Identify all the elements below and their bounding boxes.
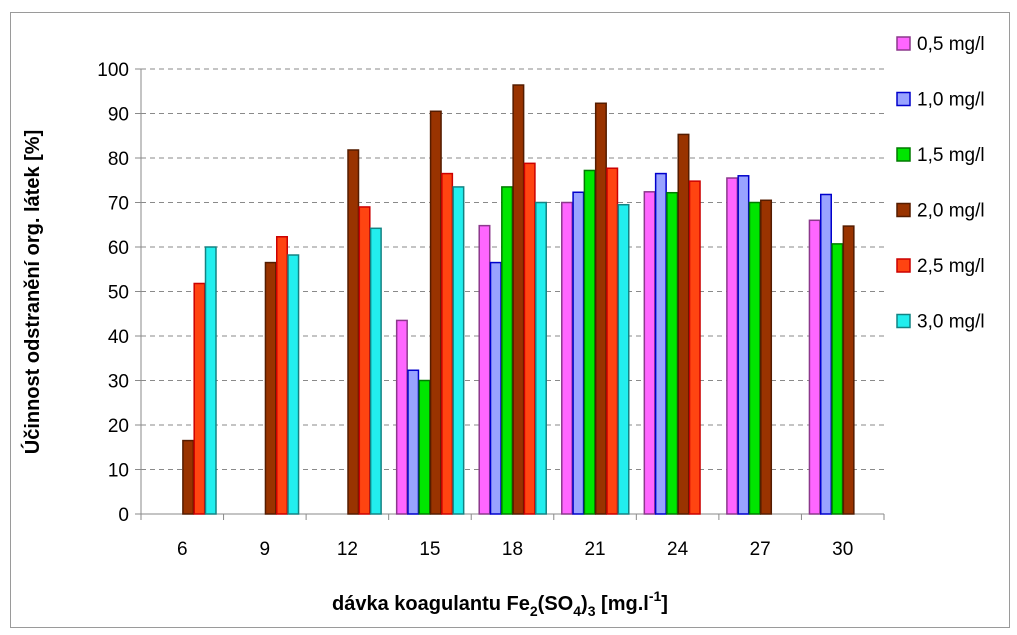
bar-1-5-mg-l: [418, 379, 431, 515]
legend-label: 1,5 mg/l: [917, 145, 985, 166]
y-tick-label: 50: [108, 283, 129, 304]
x-axis-title-part: ]: [661, 593, 668, 615]
bar-0-5-mg-l: [395, 319, 408, 515]
bar-1-0-mg-l: [819, 193, 832, 515]
bar-0-5-mg-l: [478, 224, 491, 515]
x-axis-title-part: 4: [573, 603, 581, 619]
y-axis-title: Účinnost odstranění org. látek [%]: [20, 130, 44, 454]
bar-2-0-mg-l: [677, 133, 690, 515]
bar-2-5-mg-l: [523, 162, 536, 515]
bar-2-0-mg-l: [429, 110, 442, 515]
bar-1-5-mg-l: [666, 191, 679, 515]
x-tick-label: 18: [502, 539, 523, 560]
bar-1-0-mg-l: [407, 369, 420, 515]
bar-2-5-mg-l: [358, 206, 371, 515]
bar-2-0-mg-l: [264, 261, 277, 515]
legend-swatch: [896, 36, 911, 51]
x-axis-title-part: dávka koagulantu Fe: [332, 593, 530, 615]
bar-1-5-mg-l: [748, 201, 761, 515]
legend-label: 2,5 mg/l: [917, 256, 985, 277]
x-tick-label: 21: [584, 539, 605, 560]
x-axis-title-part: 3: [588, 603, 596, 619]
y-tick-label: 80: [108, 149, 129, 170]
x-axis-title-part: (SO: [538, 593, 574, 615]
bar-3-0-mg-l: [369, 227, 382, 515]
legend-label: 2,0 mg/l: [917, 201, 985, 222]
bar-3-0-mg-l: [287, 254, 300, 515]
x-axis-title-part: ): [581, 593, 588, 615]
bar-1-5-mg-l: [831, 243, 844, 515]
legend-label: 3,0 mg/l: [917, 312, 985, 333]
y-tick-label: 100: [97, 60, 129, 81]
bar-2-0-mg-l: [182, 439, 195, 515]
bar-2-0-mg-l: [760, 199, 773, 515]
x-axis-title-part: [mg.l: [596, 593, 649, 615]
legend-label: 1,0 mg/l: [917, 90, 985, 111]
y-tick-label: 60: [108, 238, 129, 259]
y-tick-label: 10: [108, 461, 129, 482]
x-tick-label: 12: [337, 539, 358, 560]
y-tick-label: 0: [118, 505, 129, 526]
bar-3-0-mg-l: [534, 201, 547, 515]
legend-swatch: [896, 313, 911, 329]
bar-2-0-mg-l: [347, 149, 360, 515]
legend-swatch: [896, 258, 911, 273]
x-axis-title: dávka koagulantu Fe2(SO4)3 [mg.l-1]: [332, 588, 668, 619]
bar-2-0-mg-l: [842, 225, 855, 515]
legend-swatch: [896, 91, 911, 107]
bar-3-0-mg-l: [452, 186, 465, 515]
legend-swatch: [896, 202, 911, 218]
bar-2-5-mg-l: [276, 236, 289, 515]
bar-1-5-mg-l: [501, 186, 514, 515]
bar-0-5-mg-l: [726, 177, 739, 515]
bar-3-0-mg-l: [617, 203, 630, 515]
bar-1-0-mg-l: [489, 261, 502, 515]
bar-1-0-mg-l: [654, 172, 667, 515]
y-tick-label: 90: [108, 105, 129, 126]
x-tick-label: 9: [260, 539, 271, 560]
bar-0-5-mg-l: [808, 219, 821, 515]
x-tick-label: 24: [667, 539, 689, 560]
x-axis-title-part: -1: [649, 588, 662, 604]
bar-3-0-mg-l: [204, 246, 217, 515]
bar-1-0-mg-l: [737, 175, 750, 515]
y-tick-label: 40: [108, 327, 129, 348]
y-tick-label: 20: [108, 416, 129, 437]
bar-2-5-mg-l: [606, 167, 619, 515]
bar-2-5-mg-l: [193, 282, 206, 515]
bar-0-5-mg-l: [643, 191, 656, 515]
x-tick-label: 30: [832, 539, 853, 560]
bar-0-5-mg-l: [561, 201, 574, 515]
bar-2-5-mg-l: [441, 172, 454, 515]
bar-2-0-mg-l: [594, 102, 607, 515]
x-tick-label: 27: [750, 539, 771, 560]
bar-1-5-mg-l: [583, 169, 596, 515]
x-axis-title-part: 2: [530, 603, 538, 619]
bar-2-0-mg-l: [512, 84, 525, 515]
bar-1-0-mg-l: [572, 191, 585, 515]
legend-label: 0,5 mg/l: [917, 34, 985, 55]
bar-2-5-mg-l: [688, 180, 701, 515]
y-tick-label: 70: [108, 194, 129, 215]
y-tick-label: 30: [108, 372, 129, 393]
legend-swatch: [896, 147, 911, 162]
x-tick-label: 15: [419, 539, 440, 560]
x-tick-label: 6: [177, 539, 188, 560]
